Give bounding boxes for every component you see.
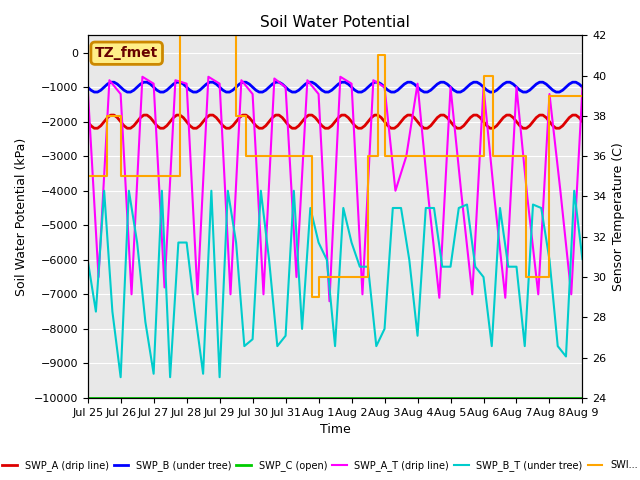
Legend: SWP_A (drip line), SWP_B (under tree), SWP_C (open), SWP_A_T (drip line), SWP_B_: SWP_A (drip line), SWP_B (under tree), S… [0, 456, 640, 475]
Text: TZ_fmet: TZ_fmet [95, 46, 158, 60]
Title: Soil Water Potential: Soil Water Potential [260, 15, 410, 30]
Y-axis label: Sensor Temperature (C): Sensor Temperature (C) [612, 142, 625, 291]
Y-axis label: Soil Water Potential (kPa): Soil Water Potential (kPa) [15, 137, 28, 296]
X-axis label: Time: Time [320, 423, 351, 436]
